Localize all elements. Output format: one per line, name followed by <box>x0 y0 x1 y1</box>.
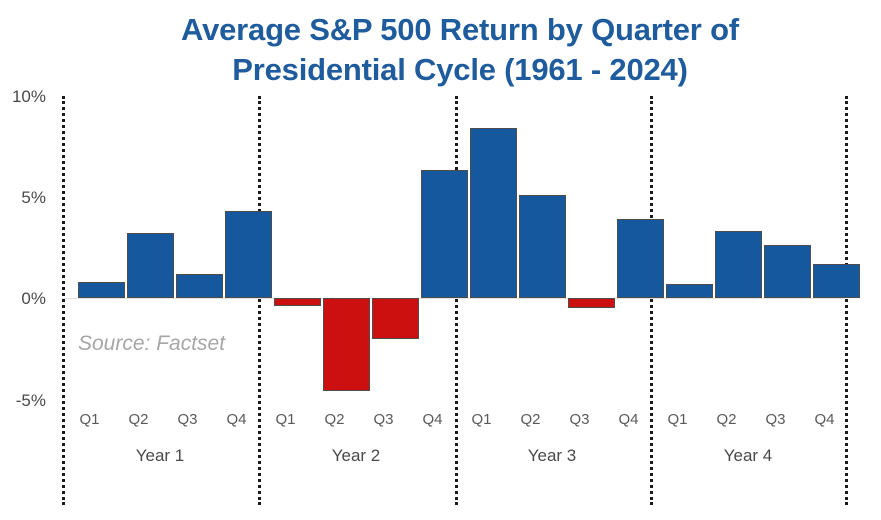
bar-year3-q1[interactable] <box>470 127 517 298</box>
bar-year3-q3[interactable] <box>568 298 615 309</box>
bar-year2-q3[interactable] <box>372 298 419 339</box>
y-tick-label-neg5: -5% <box>15 391 46 410</box>
bar-year3-q2[interactable] <box>519 194 566 298</box>
chart-title-line-2: Presidential Cycle (1961 - 2024) <box>232 52 688 87</box>
x-label-year3-q3: Q3 <box>569 411 590 428</box>
x-label-year4-q3: Q3 <box>765 411 786 428</box>
x-label-year1-q4: Q4 <box>226 411 247 428</box>
bar-year1-q4[interactable] <box>225 210 272 298</box>
bar-year4-q4[interactable] <box>813 263 860 298</box>
bar-year2-q4[interactable] <box>421 170 468 298</box>
y-tick-label-5: 5% <box>21 188 46 207</box>
x-label-year2-q2: Q2 <box>324 411 345 428</box>
x-group-label-year2: Year 2 <box>331 446 381 465</box>
panel-separator-left <box>62 96 65 505</box>
x-label-year3-q4: Q4 <box>618 411 639 428</box>
plot-area <box>62 96 860 505</box>
zero-baseline <box>62 298 845 299</box>
x-label-year3-q2: Q2 <box>520 411 541 428</box>
bar-year2-q1[interactable] <box>274 298 321 307</box>
x-label-year1-q1: Q1 <box>79 411 100 428</box>
bar-year1-q3[interactable] <box>176 273 223 298</box>
y-tick-label-10: 10% <box>11 87 46 106</box>
x-group-label-year4: Year 4 <box>723 446 773 465</box>
chart-title-line-1: Average S&P 500 Return by Quarter of <box>181 12 739 47</box>
panel-separator-1 <box>258 96 261 505</box>
x-label-year2-q1: Q1 <box>275 411 296 428</box>
bar-year4-q3[interactable] <box>764 245 811 298</box>
source-note: Source: Factset <box>78 332 226 355</box>
bar-year3-q4[interactable] <box>617 219 664 298</box>
panel-separator-3 <box>650 96 653 505</box>
panel-separator-right <box>845 96 848 505</box>
x-label-year4-q1: Q1 <box>667 411 688 428</box>
x-group-label-year1: Year 1 <box>135 446 185 465</box>
y-axis: 10% 5% 0% -5% <box>0 0 56 520</box>
bar-year1-q2[interactable] <box>127 233 174 298</box>
x-label-year3-q1: Q1 <box>471 411 492 428</box>
x-label-year4-q4: Q4 <box>814 411 835 428</box>
chart-title: Average S&P 500 Return by Quarter of Pre… <box>60 10 860 90</box>
bar-year1-q1[interactable] <box>78 281 125 298</box>
x-label-year2-q3: Q3 <box>373 411 394 428</box>
x-label-year1-q2: Q2 <box>128 411 149 428</box>
x-group-label-year3: Year 3 <box>527 446 577 465</box>
bar-year4-q2[interactable] <box>715 231 762 298</box>
panel-separator-2 <box>455 96 458 505</box>
bar-year4-q1[interactable] <box>666 283 713 298</box>
x-label-year1-q3: Q3 <box>177 411 198 428</box>
x-label-year4-q2: Q2 <box>716 411 737 428</box>
bar-year2-q2[interactable] <box>323 298 370 392</box>
x-label-year2-q4: Q4 <box>422 411 443 428</box>
y-tick-label-0: 0% <box>21 289 46 308</box>
